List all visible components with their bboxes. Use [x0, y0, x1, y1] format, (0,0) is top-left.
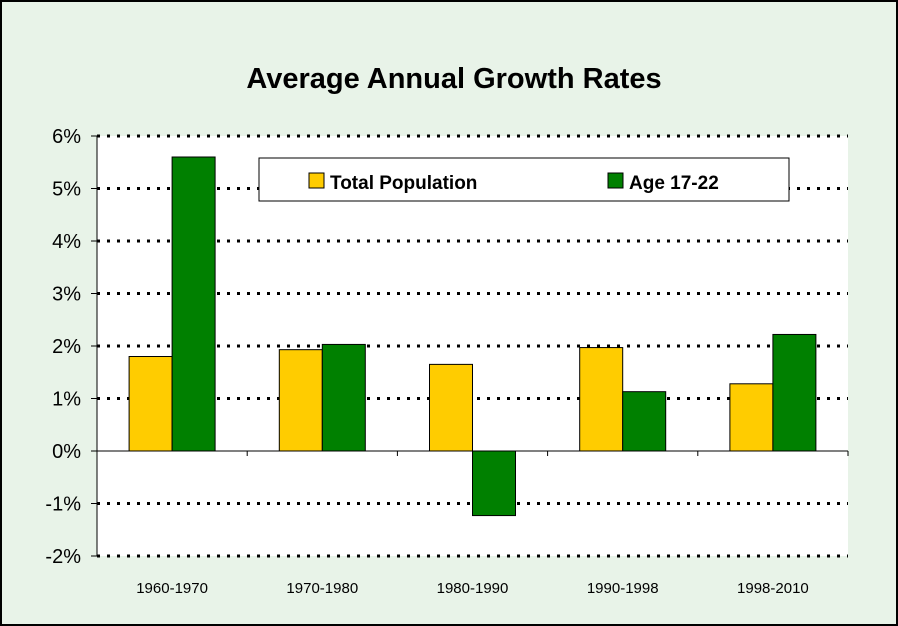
y-tick-label: 5%	[52, 179, 81, 201]
bar-age-17-22	[622, 391, 667, 452]
legend-swatch	[308, 172, 325, 189]
y-tick-label: 2%	[52, 336, 81, 358]
bar-total-population	[278, 349, 323, 452]
bar-total-population	[429, 363, 473, 452]
y-tick-label: 6%	[52, 126, 81, 148]
x-tick-label: 1970-1980	[286, 580, 358, 597]
bar-total-population	[729, 383, 774, 452]
chart-title: Average Annual Growth Rates	[246, 63, 661, 95]
bar-total-population	[579, 347, 624, 452]
bar-age-17-22	[472, 450, 516, 517]
x-tick-label: 1960-1970	[136, 580, 208, 597]
legend-label: Age 17-22	[629, 173, 719, 194]
x-tick-label: 1990-1998	[587, 580, 659, 597]
y-tick-label: 3%	[52, 284, 81, 306]
y-tick-label: -2%	[45, 546, 81, 568]
y-tick-label: 1%	[52, 389, 81, 411]
x-tick-label: 1980-1990	[437, 580, 509, 597]
y-tick-label: 0%	[52, 441, 81, 463]
legend-box	[258, 157, 790, 202]
x-tick-label: 1998-2010	[737, 580, 809, 597]
bar-age-17-22	[321, 343, 366, 452]
legend-swatch	[607, 172, 624, 189]
y-tick-label: 4%	[52, 231, 81, 253]
legend-label: Total Population	[330, 173, 477, 194]
bar-age-17-22	[772, 333, 817, 452]
bar-total-population	[128, 356, 173, 452]
bar-age-17-22	[171, 156, 216, 452]
y-tick-label: -1%	[45, 494, 81, 516]
